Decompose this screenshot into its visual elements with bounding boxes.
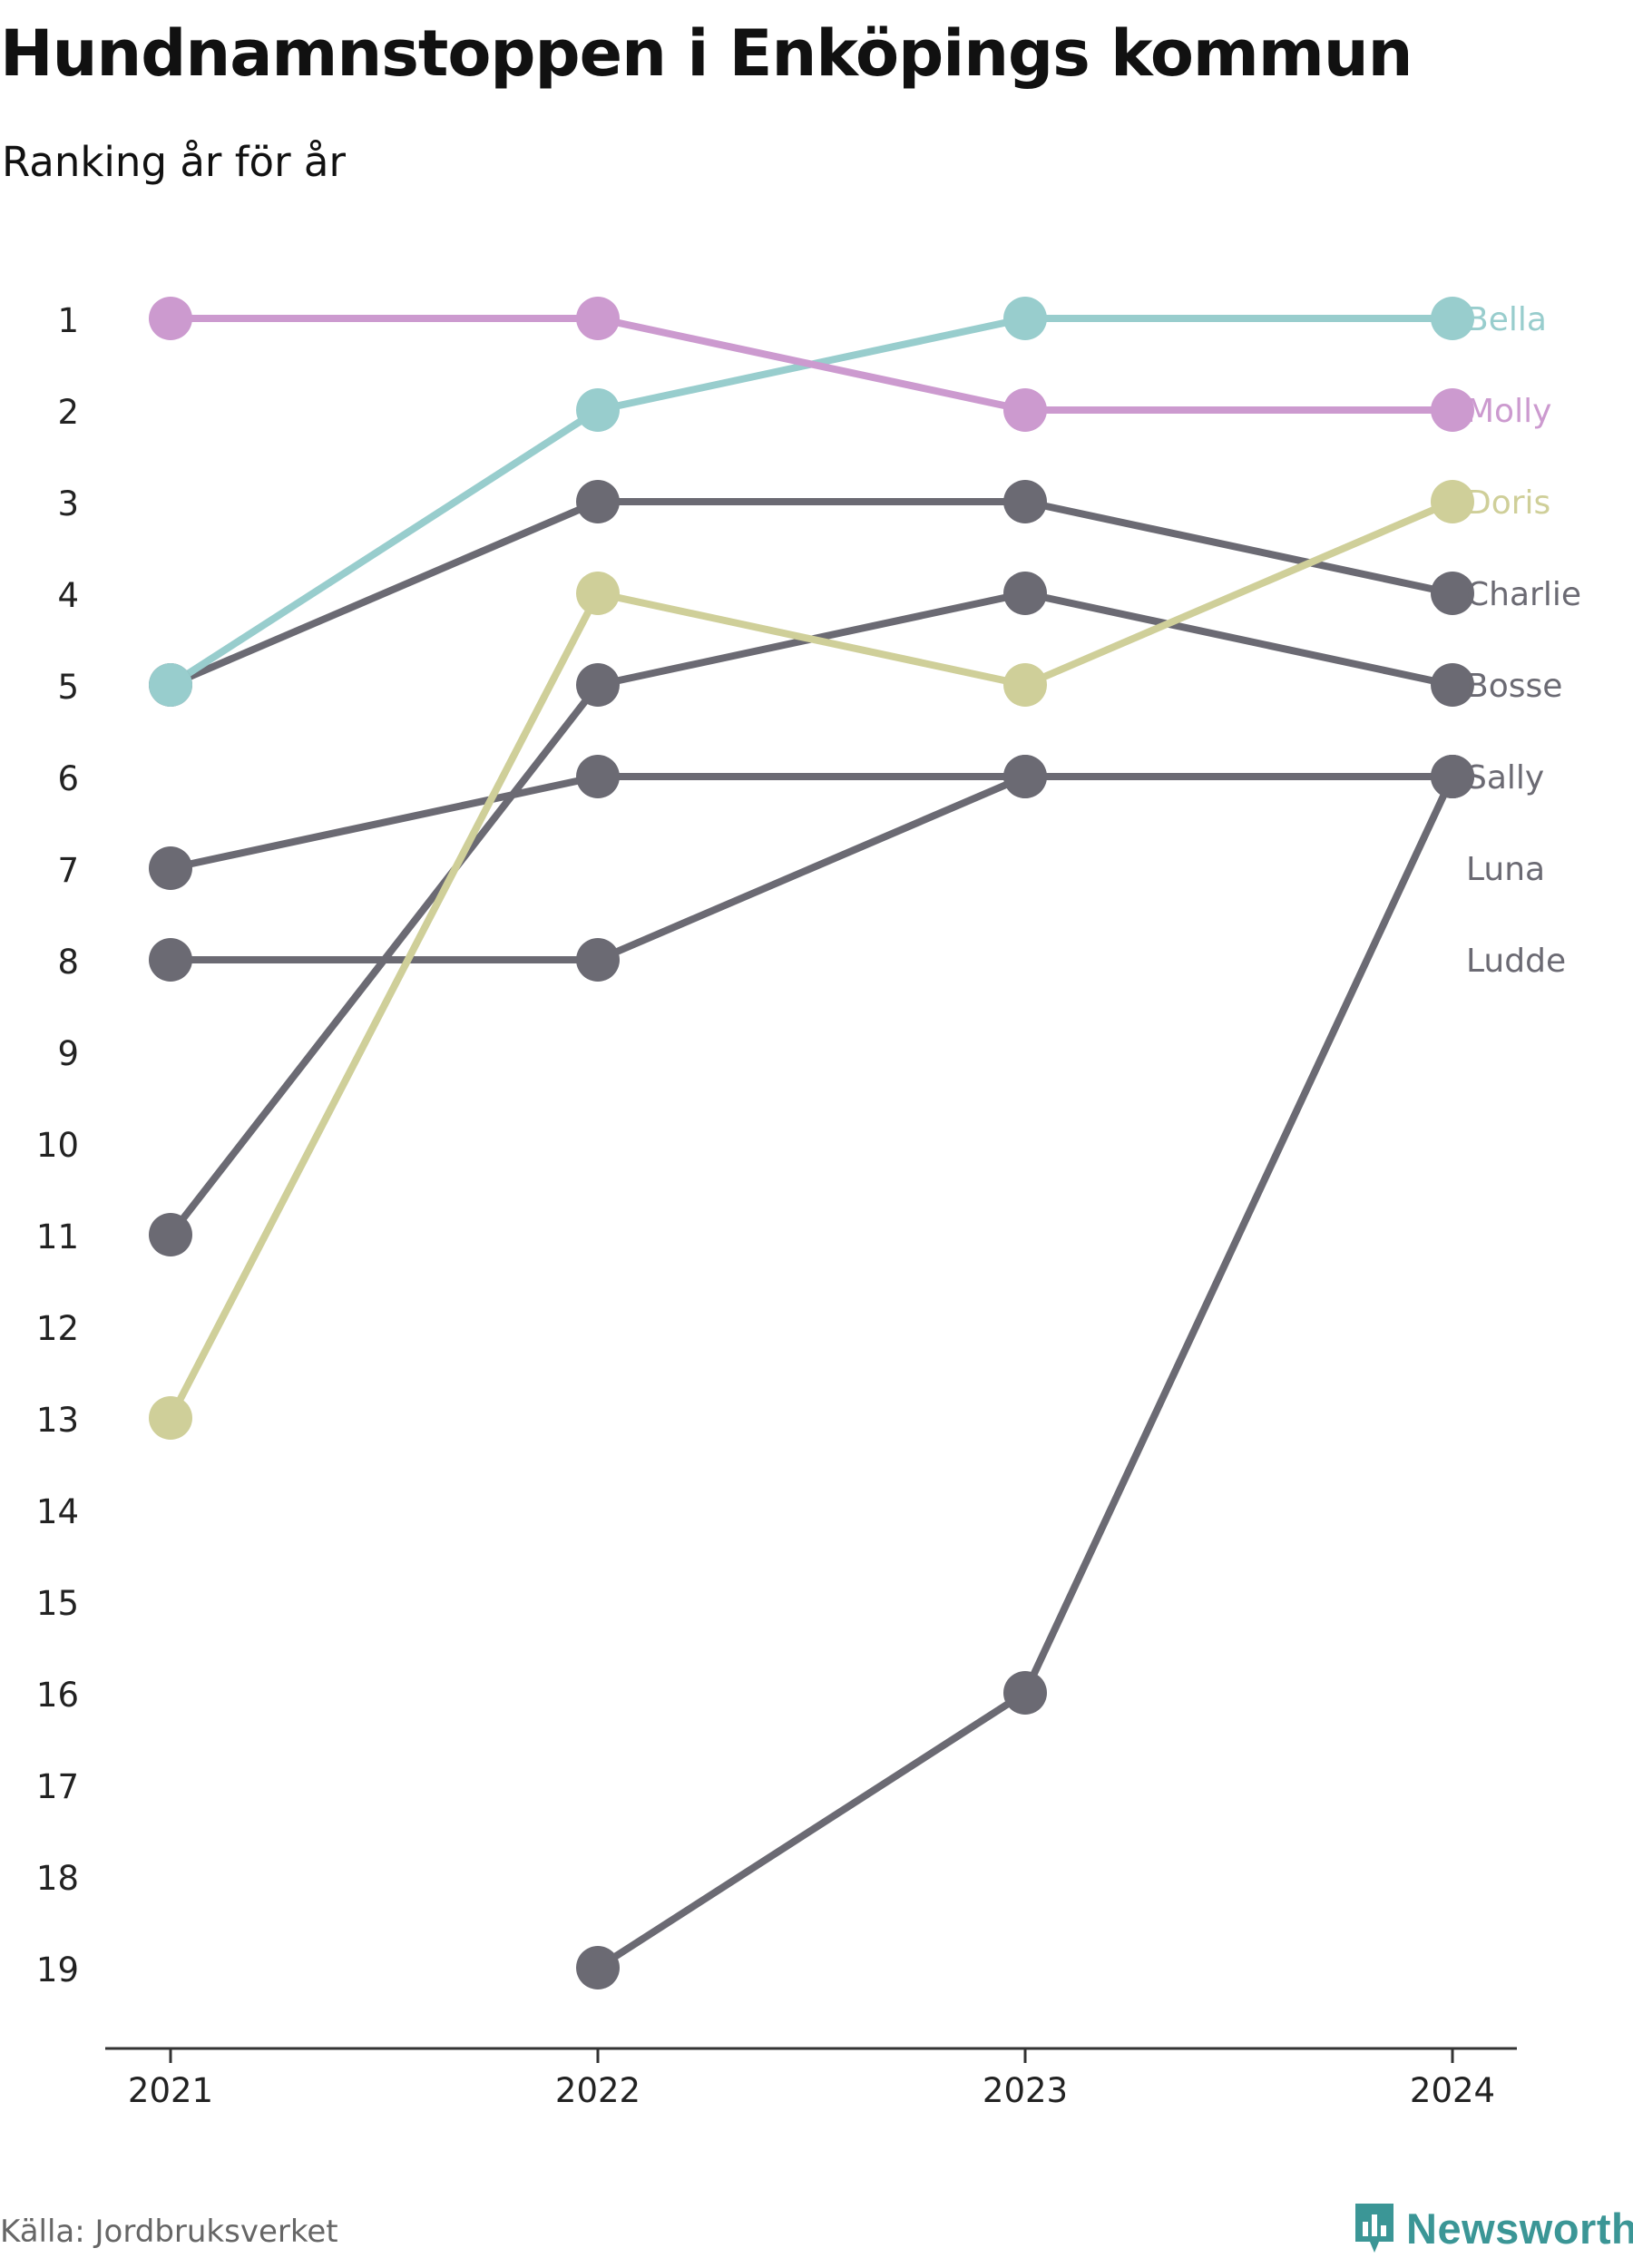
point-ludde-2023 (1003, 755, 1047, 798)
brand-name: Newsworthy (1406, 2204, 1633, 2253)
series-points (149, 297, 1474, 1989)
point-ludde-2024 (1431, 755, 1474, 798)
source-note: Källa: Jordbruksverket (0, 2214, 338, 2250)
y-tick-label-11: 11 (36, 1217, 79, 1256)
point-doris-2024 (1431, 480, 1474, 523)
point-bosse-2024 (1431, 663, 1474, 707)
brand-logo[interactable]: Newsworthy (1352, 2200, 1633, 2256)
y-tick-label-14: 14 (36, 1492, 79, 1531)
point-luna-2021 (149, 846, 192, 890)
y-tick-label-9: 9 (57, 1034, 79, 1073)
series-line-sally (595, 775, 1456, 1971)
y-tick-label-4: 4 (57, 576, 79, 615)
y-tick-label-12: 12 (36, 1309, 79, 1348)
series-label-bella: Bella (1466, 301, 1547, 338)
y-tick-label-5: 5 (57, 668, 79, 707)
point-charlie-2023 (1003, 480, 1047, 523)
point-molly-2021 (149, 297, 192, 340)
series-lines (167, 315, 1456, 1971)
series-label-ludde: Ludde (1466, 943, 1566, 980)
point-bella-2023 (1003, 297, 1047, 340)
y-tick-label-8: 8 (57, 943, 79, 982)
series-line-bosse (167, 590, 1453, 1237)
y-tick-label-7: 7 (57, 851, 79, 890)
y-tick-label-18: 18 (36, 1859, 79, 1898)
y-tick-label-2: 2 (57, 393, 79, 432)
x-axis: 2021 2022 2023 2024 (105, 2047, 1517, 2110)
x-tick-label-2021: 2021 (128, 2071, 213, 2110)
series-line-doris (167, 498, 1454, 1420)
series-label-doris: Doris (1466, 484, 1550, 522)
point-doris-2021 (149, 1396, 192, 1440)
y-tick-label-15: 15 (36, 1584, 79, 1623)
point-sally-2023 (1003, 1671, 1047, 1715)
point-bosse-2021 (149, 1213, 192, 1256)
series-line-molly (171, 315, 1452, 414)
point-bella-2024 (1431, 297, 1474, 340)
y-tick-label-3: 3 (57, 484, 79, 523)
chart-title: Hundnamnstoppen i Enköpings kommun (0, 16, 1413, 91)
y-tick-label-16: 16 (36, 1676, 79, 1715)
chart-subtitle: Ranking år för år (2, 138, 346, 186)
y-tick-label-19: 19 (36, 1950, 79, 1989)
x-tick-label-2023: 2023 (983, 2071, 1068, 2110)
newsworthy-logo-icon (1355, 2204, 1393, 2253)
series-line-ludde (171, 773, 1452, 963)
point-charlie-2024 (1431, 572, 1474, 615)
series-label-charlie: Charlie (1466, 576, 1581, 613)
point-bella-2021 (149, 663, 192, 707)
series-line-charlie (169, 498, 1453, 689)
series-label-sally: Sally (1466, 759, 1544, 797)
point-doris-2022 (576, 572, 620, 615)
series-label-luna: Luna (1466, 851, 1545, 888)
y-tick-label-10: 10 (36, 1126, 79, 1165)
y-tick-label-13: 13 (36, 1401, 79, 1440)
point-molly-2022 (576, 297, 620, 340)
series-label-molly: Molly (1466, 393, 1551, 430)
series-label-bosse: Bosse (1466, 668, 1562, 705)
series-labels: Bella Molly Doris Charlie Bosse Sally Luna Ludd… (1466, 301, 1581, 980)
point-ludde-2022 (576, 938, 620, 982)
point-ludde-2021 (149, 938, 192, 982)
point-bosse-2022 (576, 663, 620, 707)
point-molly-2023 (1003, 388, 1047, 432)
x-tick-label-2022: 2022 (555, 2071, 640, 2110)
y-tick-label-1: 1 (57, 301, 79, 340)
point-charlie-2022 (576, 480, 620, 523)
point-molly-2024 (1431, 388, 1474, 432)
point-sally-2022 (576, 1946, 620, 1989)
point-doris-2023 (1003, 663, 1047, 707)
x-tick-label-2024: 2024 (1410, 2071, 1495, 2110)
series-line-luna (170, 773, 1452, 872)
y-tick-label-6: 6 (57, 759, 79, 798)
point-bosse-2023 (1003, 572, 1047, 615)
point-luna-2022 (576, 755, 620, 798)
y-tick-label-17: 17 (36, 1767, 79, 1806)
point-bella-2022 (576, 388, 620, 432)
